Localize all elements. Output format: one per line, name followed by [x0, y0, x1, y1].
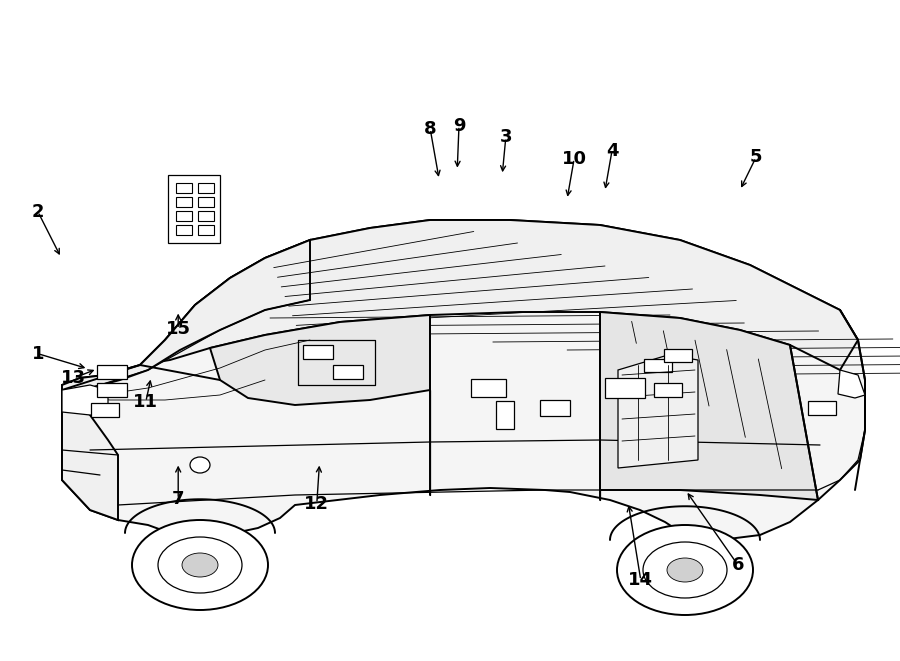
Bar	[97, 383, 127, 397]
Ellipse shape	[158, 537, 242, 593]
Bar	[540, 400, 570, 416]
Text: 3: 3	[500, 128, 512, 147]
Text: 13: 13	[61, 369, 86, 387]
Text: 14: 14	[628, 571, 653, 590]
Bar	[176, 183, 192, 193]
Bar	[176, 225, 192, 235]
Polygon shape	[62, 385, 108, 415]
Polygon shape	[600, 312, 818, 500]
Bar	[471, 379, 506, 397]
Bar	[91, 403, 119, 417]
Bar	[303, 345, 333, 359]
Polygon shape	[618, 355, 698, 468]
Bar	[97, 365, 127, 379]
Bar	[176, 197, 192, 207]
Polygon shape	[210, 315, 430, 405]
Polygon shape	[838, 370, 865, 398]
Text: 2: 2	[32, 202, 44, 221]
Bar	[654, 383, 682, 397]
Bar	[333, 365, 363, 379]
Text: 5: 5	[750, 148, 762, 167]
Ellipse shape	[182, 553, 218, 577]
Polygon shape	[62, 240, 310, 390]
Text: 7: 7	[172, 490, 184, 508]
Polygon shape	[62, 390, 118, 520]
Ellipse shape	[667, 558, 703, 582]
Bar	[168, 175, 220, 243]
Bar	[198, 225, 214, 235]
Polygon shape	[140, 220, 858, 370]
Text: 10: 10	[562, 149, 587, 168]
Text: 9: 9	[453, 116, 465, 135]
Ellipse shape	[132, 520, 268, 610]
Ellipse shape	[190, 457, 210, 473]
Text: 12: 12	[304, 494, 329, 513]
Bar	[176, 211, 192, 221]
Text: 15: 15	[166, 320, 191, 338]
Bar	[808, 401, 836, 415]
Ellipse shape	[643, 542, 727, 598]
Text: 1: 1	[32, 344, 44, 363]
Polygon shape	[62, 220, 865, 540]
Bar	[198, 211, 214, 221]
Bar	[664, 349, 692, 362]
Bar	[198, 197, 214, 207]
Bar	[644, 359, 672, 372]
Bar	[605, 378, 645, 398]
Text: 4: 4	[606, 141, 618, 160]
Text: 11: 11	[133, 393, 158, 411]
Text: 6: 6	[732, 556, 744, 574]
Bar	[496, 401, 514, 429]
Bar	[198, 183, 214, 193]
Ellipse shape	[617, 525, 753, 615]
Text: 8: 8	[424, 120, 436, 138]
